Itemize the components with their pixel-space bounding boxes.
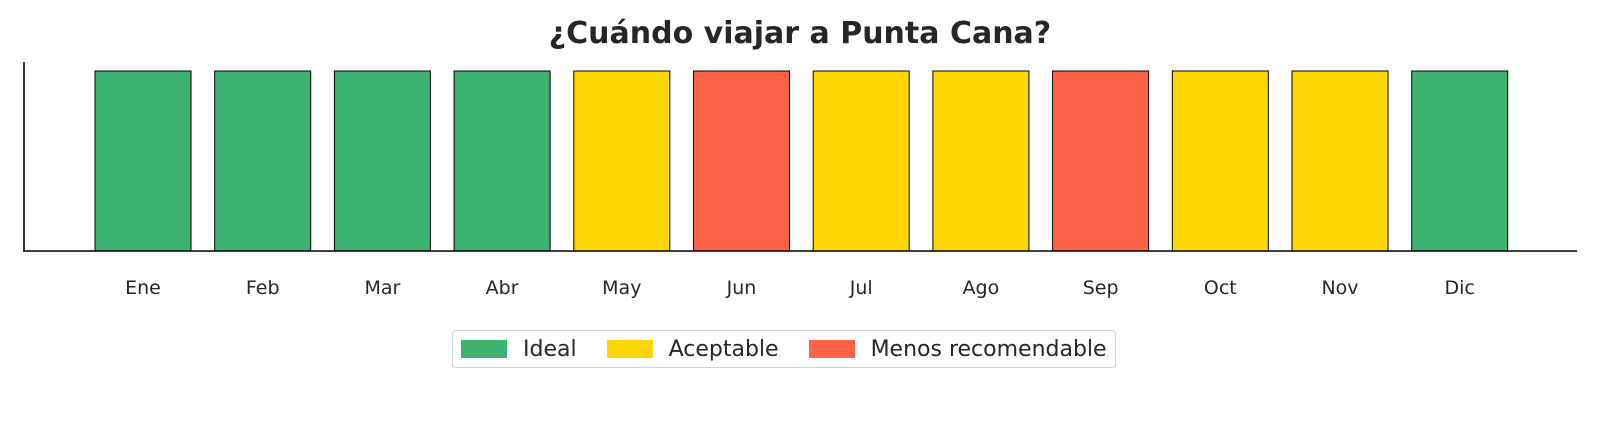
legend-swatch <box>461 340 507 358</box>
x-tick-mar: Mar <box>364 277 400 299</box>
bar-jul <box>812 70 910 252</box>
bar-ene <box>94 70 192 252</box>
x-tick-sep: Sep <box>1083 277 1119 299</box>
x-tick-ago: Ago <box>963 277 1000 299</box>
x-tick-labels: Ene Feb Mar Abr May Jun Jul Ago Sep Oct Nov Dic <box>125 277 1475 299</box>
legend-item-1: Aceptable <box>606 336 779 362</box>
bar-oct <box>1171 70 1269 252</box>
x-tick-abr: Abr <box>486 277 519 299</box>
x-tick-jul: Jul <box>849 277 873 299</box>
legend-label: Aceptable <box>668 336 779 362</box>
legend: Ideal Aceptable Menos recomendable <box>452 330 1116 368</box>
bar-dic <box>1411 70 1509 252</box>
bar-abr <box>453 70 551 252</box>
x-tick-may: May <box>602 277 641 299</box>
legend-label: Ideal <box>523 336 577 362</box>
legend-label: Menos recomendable <box>870 336 1107 362</box>
x-tick-oct: Oct <box>1204 277 1237 299</box>
x-tick-feb: Feb <box>246 277 280 299</box>
x-tick-dic: Dic <box>1445 277 1475 299</box>
legend-item-0: Ideal <box>461 337 577 362</box>
bar-sep <box>1052 70 1150 252</box>
legend-swatch <box>606 340 653 358</box>
bar-may <box>573 70 671 252</box>
bars-group <box>94 70 1509 252</box>
x-tick-ene: Ene <box>125 277 161 299</box>
bar-ago <box>932 70 1030 252</box>
bar-mar <box>333 70 431 252</box>
bar-feb <box>214 70 312 252</box>
legend-item-2: Menos recomendable <box>808 336 1107 362</box>
bar-nov <box>1291 70 1389 252</box>
x-tick-jun: Jun <box>726 277 757 299</box>
legend-swatch <box>808 340 855 358</box>
chart-title: ¿Cuándo viajar a Punta Cana? <box>548 16 1052 51</box>
bar-jun <box>693 70 790 252</box>
x-tick-nov: Nov <box>1321 277 1358 299</box>
